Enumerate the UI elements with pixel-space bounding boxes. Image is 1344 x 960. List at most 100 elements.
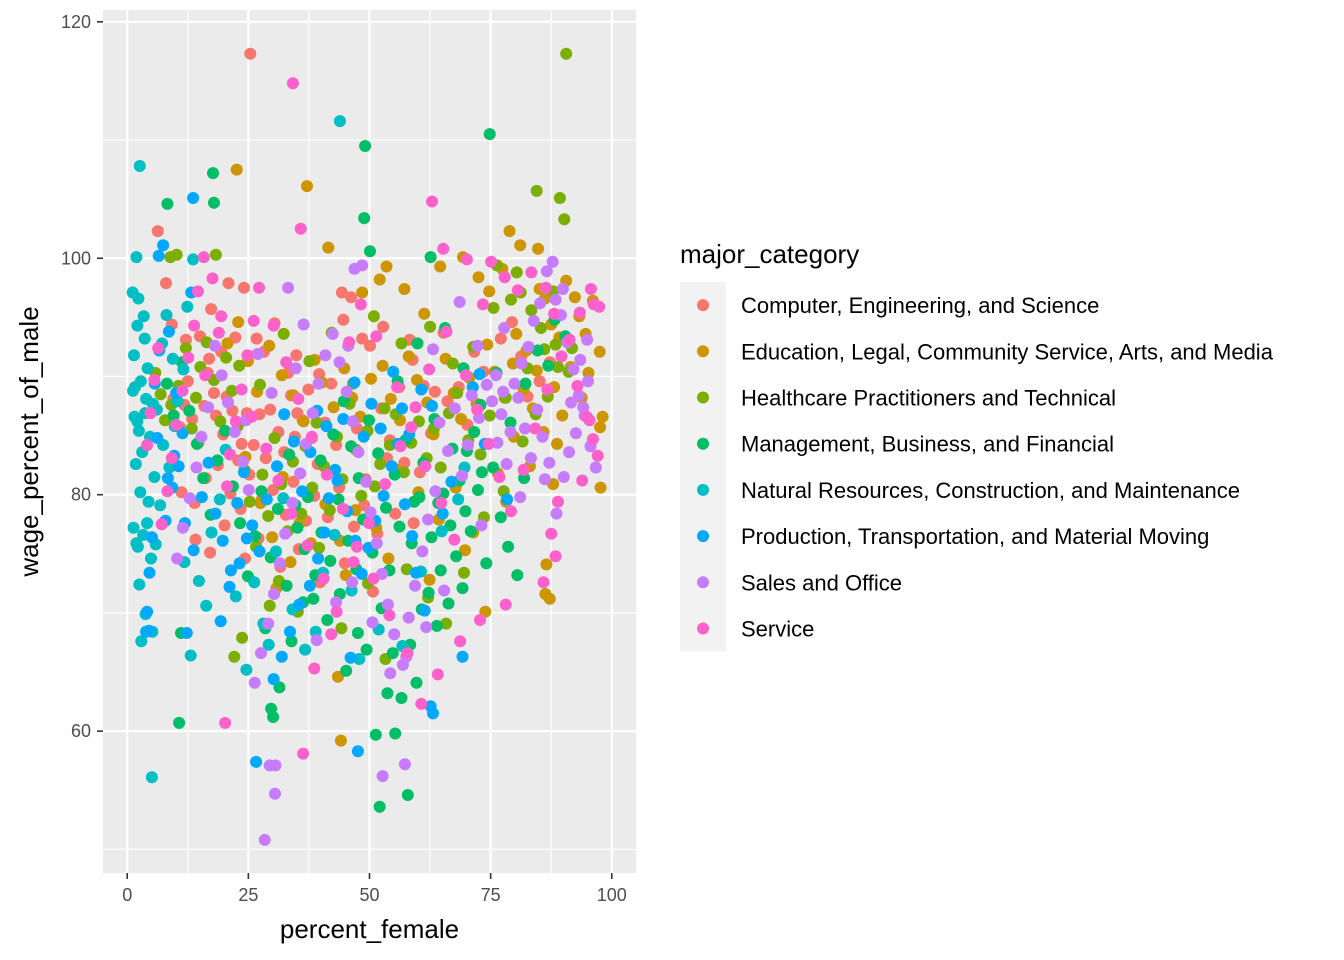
data-point: [197, 251, 210, 264]
data-point: [381, 598, 394, 611]
data-point: [262, 617, 275, 630]
data-point: [442, 445, 454, 457]
data-point: [337, 413, 350, 425]
data-point: [545, 527, 558, 540]
data-point: [141, 517, 154, 530]
data-point: [558, 213, 571, 226]
data-point: [130, 537, 143, 550]
data-point: [297, 415, 310, 428]
data-point: [407, 517, 420, 530]
data-point: [427, 343, 439, 356]
data-point: [465, 389, 478, 402]
data-point: [474, 614, 486, 626]
data-point: [567, 363, 580, 376]
legend-key: [697, 530, 709, 543]
data-point: [128, 349, 140, 362]
data-point: [542, 359, 555, 372]
data-point: [452, 493, 465, 506]
data-point: [459, 505, 472, 518]
data-point: [185, 422, 198, 435]
data-point: [264, 403, 277, 416]
data-point: [411, 337, 424, 350]
data-point: [133, 160, 146, 172]
data-point: [275, 369, 288, 382]
data-point: [446, 357, 459, 370]
data-point: [189, 533, 202, 546]
data-point: [593, 345, 606, 358]
data-point: [426, 400, 438, 412]
data-point: [422, 586, 435, 599]
data-point: [323, 504, 336, 517]
data-point: [531, 344, 544, 357]
data-point: [285, 507, 298, 520]
data-point: [393, 520, 406, 533]
data-point: [377, 489, 390, 502]
data-point: [260, 442, 273, 455]
data-point: [355, 567, 368, 580]
data-point: [382, 552, 395, 565]
data-point: [267, 711, 280, 723]
data-point: [514, 239, 527, 252]
data-point: [429, 485, 442, 498]
data-point: [522, 340, 535, 353]
data-point: [133, 578, 146, 591]
data-point: [278, 408, 291, 421]
data-point: [328, 528, 341, 541]
data-point: [552, 495, 564, 508]
data-point: [594, 481, 607, 494]
data-point: [402, 611, 415, 624]
data-point: [215, 310, 228, 323]
data-point: [480, 557, 493, 570]
data-point: [549, 293, 562, 306]
data-point: [286, 77, 299, 90]
data-point: [571, 379, 584, 392]
y-tick-label: 60: [71, 721, 91, 741]
data-point: [344, 651, 357, 664]
data-point: [413, 491, 426, 504]
data-point: [347, 415, 359, 428]
data-point: [517, 463, 530, 476]
data-point: [267, 673, 280, 686]
data-point: [244, 47, 257, 60]
data-point: [254, 378, 266, 391]
data-point: [396, 658, 409, 671]
data-point: [188, 319, 201, 332]
data-point: [190, 461, 203, 474]
data-point: [487, 301, 500, 314]
data-point: [165, 452, 178, 465]
data-point: [325, 377, 338, 390]
data-point: [428, 385, 441, 398]
data-point: [381, 687, 394, 700]
data-point: [138, 332, 151, 345]
data-point: [237, 455, 249, 468]
data-point: [157, 239, 170, 252]
data-point: [568, 291, 581, 304]
data-point: [131, 415, 144, 428]
data-point: [284, 556, 297, 569]
data-point: [160, 309, 173, 321]
data-point: [444, 519, 457, 532]
data-point: [151, 432, 164, 444]
data-point: [262, 638, 275, 651]
data-point: [247, 314, 260, 327]
data-point: [265, 387, 278, 399]
data-point: [594, 421, 607, 434]
data-point: [386, 647, 399, 660]
data-point: [406, 530, 419, 543]
data-point: [445, 475, 458, 488]
data-point: [502, 540, 515, 553]
data-point: [297, 318, 310, 331]
data-point: [409, 401, 422, 414]
data-point: [208, 196, 220, 209]
data-point: [504, 426, 517, 438]
data-point: [495, 408, 508, 421]
data-point: [456, 469, 468, 482]
data-point: [317, 572, 330, 585]
data-point: [293, 598, 306, 611]
data-point: [135, 635, 148, 648]
data-point: [434, 260, 447, 273]
data-point: [132, 292, 145, 305]
data-point: [511, 284, 524, 297]
data-point: [230, 163, 243, 176]
